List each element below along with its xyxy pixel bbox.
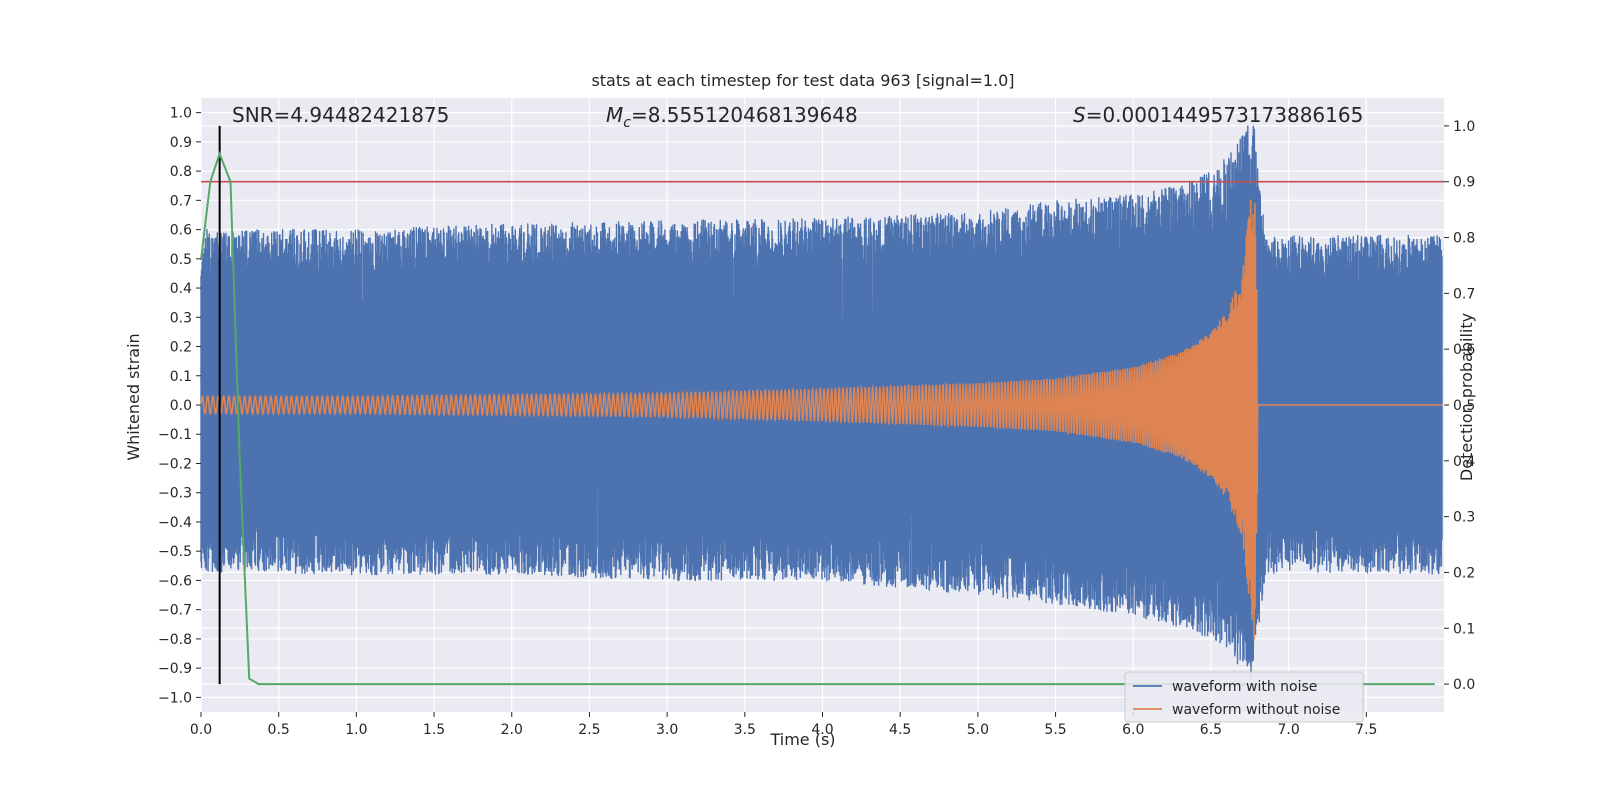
chirp-mass-annotation: Mc=8.555120468139648 <box>606 103 858 131</box>
y-left-tick-label-4: 0.6 <box>170 223 192 239</box>
y-axis-right-title: Detection probability <box>1457 313 1476 481</box>
x-tick-label-1: 0.5 <box>268 722 290 738</box>
x-tick-label-5: 2.5 <box>578 722 600 738</box>
series-waveform-without-noise <box>200 199 1443 641</box>
x-tick-label-2: 1.0 <box>345 722 367 738</box>
y-right-tick-label-9: 0.1 <box>1453 621 1475 637</box>
y-right-tick-label-1: 0.9 <box>1453 175 1475 191</box>
legend-box <box>1124 671 1364 723</box>
y-left-tick-label-19: −0.9 <box>158 661 192 677</box>
waveform-without-noise-line <box>200 199 1443 641</box>
y-axis-right-ticks: 1.0 0.9 0.8 0.7 0.6 0.5 0.4 0.3 0.2 0.1 0.0 <box>1444 119 1475 693</box>
series-waveform-with-noise <box>200 125 1443 679</box>
y-left-tick-label-0: 1.0 <box>170 106 192 122</box>
y-left-tick-label-3: 0.7 <box>170 193 192 209</box>
legend-label-with-noise: waveform with noise <box>1172 679 1317 695</box>
snr-annotation: SNR=4.94482421875 <box>232 103 449 127</box>
y-left-tick-label-9: 0.1 <box>170 369 192 385</box>
y-right-tick-label-0: 1.0 <box>1453 119 1475 135</box>
y-left-tick-label-13: −0.3 <box>158 486 192 502</box>
y-right-tick-label-10: 0.0 <box>1453 677 1475 693</box>
x-tick-label-10: 5.0 <box>967 722 989 738</box>
x-tick-label-6: 3.0 <box>656 722 678 738</box>
x-tick-label-11: 5.5 <box>1044 722 1066 738</box>
x-tick-label-7: 3.5 <box>734 722 756 738</box>
y-right-tick-label-6: 0.4 <box>1453 454 1475 470</box>
y-left-tick-label-11: −0.1 <box>158 427 192 443</box>
y-left-tick-label-6: 0.4 <box>170 281 192 297</box>
legend: waveform with noise waveform without noi… <box>1124 671 1364 723</box>
y-right-tick-label-3: 0.7 <box>1453 286 1475 302</box>
x-tick-label-12: 6.0 <box>1122 722 1144 738</box>
y-left-tick-label-14: −0.4 <box>158 515 192 531</box>
chirp-mass-value: =8.555120468139648 <box>631 103 858 127</box>
y-left-tick-label-8: 0.2 <box>170 340 192 356</box>
x-axis-ticks: 0.0 0.5 1.0 1.5 2.0 2.5 3.0 3.5 4.0 4.5 5.0 5.5 6.0 6… <box>190 712 1377 738</box>
y-left-tick-label-15: −0.5 <box>158 544 192 560</box>
y-left-tick-label-1: 0.9 <box>170 135 192 151</box>
y-left-tick-label-17: −0.7 <box>158 603 192 619</box>
chirp-mass-symbol: M <box>606 103 623 127</box>
s-symbol: S <box>1073 103 1086 127</box>
s-value: =0.0001449573173886165 <box>1086 103 1364 127</box>
x-tick-label-15: 7.5 <box>1355 722 1377 738</box>
x-tick-label-8: 4.0 <box>811 722 833 738</box>
x-tick-label-3: 1.5 <box>423 722 445 738</box>
chart-title: stats at each timestep for test data 963… <box>591 71 1014 90</box>
y-left-tick-label-10: 0.0 <box>170 398 192 414</box>
series-detection-probability <box>200 125 1444 686</box>
detection-probability-line <box>200 150 1435 686</box>
y-right-tick-label-8: 0.2 <box>1453 565 1475 581</box>
legend-label-without-noise: waveform without noise <box>1172 702 1340 718</box>
x-tick-label-9: 4.5 <box>889 722 911 738</box>
y-left-tick-label-2: 0.8 <box>170 164 192 180</box>
x-tick-label-0: 0.0 <box>190 722 212 738</box>
y-left-tick-label-5: 0.5 <box>170 252 192 268</box>
y-left-tick-label-20: −1.0 <box>158 690 192 706</box>
x-tick-label-14: 7.0 <box>1277 722 1299 738</box>
y-axis-left-ticks: 1.0 0.9 0.8 0.7 0.6 0.5 0.4 0.3 0.2 0.1 0.0 −0.1 −0.… <box>158 106 201 706</box>
y-axis-left-title: Whitened strain <box>124 333 143 460</box>
s-annotation: S=0.0001449573173886165 <box>1073 103 1363 127</box>
y-right-tick-label-4: 0.6 <box>1453 342 1475 358</box>
x-tick-label-13: 6.5 <box>1200 722 1222 738</box>
x-tick-label-4: 2.0 <box>501 722 523 738</box>
y-left-tick-label-7: 0.3 <box>170 310 192 326</box>
waveform-with-noise-line <box>200 125 1443 679</box>
y-right-tick-label-7: 0.3 <box>1453 510 1475 526</box>
y-left-tick-label-16: −0.6 <box>158 573 192 589</box>
y-right-tick-label-2: 0.8 <box>1453 231 1475 247</box>
chirp-mass-subscript: c <box>623 115 631 131</box>
y-left-tick-label-18: −0.8 <box>158 632 192 648</box>
y-left-tick-label-12: −0.2 <box>158 456 192 472</box>
y-right-tick-label-5: 0.5 <box>1453 398 1475 414</box>
x-axis-title: Time (s) <box>769 730 835 749</box>
